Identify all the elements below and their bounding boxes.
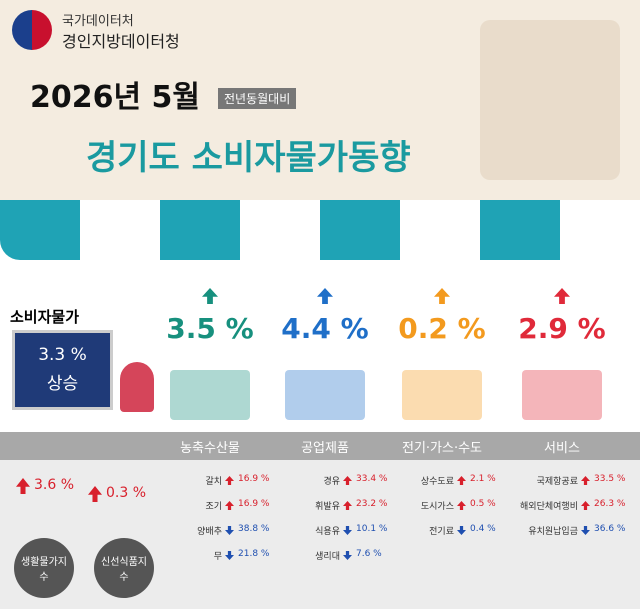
item-name: 식용유	[315, 527, 340, 537]
arrow	[202, 288, 218, 304]
item-arrow	[457, 526, 466, 535]
item-value: 26.3 %	[594, 499, 626, 509]
item-value: 36.6 %	[594, 524, 626, 534]
category-change: 2.9 %	[518, 312, 606, 345]
index-name: 신선식품지수	[101, 557, 147, 583]
item-name: 갈치	[205, 477, 222, 487]
arrow	[434, 288, 450, 304]
index-scale: 생활물가지수	[14, 538, 74, 598]
item-arrow	[343, 476, 352, 485]
basket	[402, 370, 482, 420]
item-value: 16.9 %	[238, 474, 270, 484]
cpi-value: 3.3 %	[38, 345, 87, 365]
item-value: 16.9 %	[238, 499, 270, 509]
item-name: 생리대	[315, 552, 340, 562]
item-arrow	[581, 526, 590, 535]
clerk	[120, 362, 154, 412]
item-value: 10.1 %	[356, 524, 388, 534]
item-arrow	[457, 476, 466, 485]
item-name: 해외단체여행비	[520, 502, 578, 512]
item-value: 7.6 %	[356, 549, 382, 559]
item-name: 전기료	[429, 527, 454, 537]
item-arrow	[343, 501, 352, 510]
date: 2026년 5월	[30, 80, 201, 115]
category-change: 3.5 %	[166, 312, 254, 345]
item-name: 경유	[323, 477, 340, 487]
item-value: 33.5 %	[594, 474, 626, 484]
item-name: 상수도료	[420, 477, 454, 487]
item-name: 유치원납입금	[528, 527, 578, 537]
item-value: 21.8 %	[238, 549, 270, 559]
basket	[285, 370, 365, 420]
category-name: 전기·가스·수도	[401, 441, 483, 456]
category-name: 서비스	[544, 441, 580, 456]
index-change: 0.3 %	[106, 485, 147, 501]
logo	[12, 10, 52, 50]
awning	[0, 200, 640, 260]
item-name: 도시가스	[420, 502, 454, 512]
badge: 전년동월대비	[218, 88, 297, 109]
category-change: 0.2 %	[398, 312, 486, 345]
item-arrow	[225, 501, 234, 510]
item-value: 23.2 %	[356, 499, 388, 509]
office: 경인지방데이터청	[62, 32, 180, 51]
item-arrow	[343, 551, 352, 560]
item-arrow	[225, 476, 234, 485]
agency: 국가데이터처	[62, 14, 134, 29]
cpi-status: 상승	[46, 374, 79, 394]
category-name: 공업제품	[301, 441, 349, 456]
arrow	[317, 288, 333, 304]
basket	[522, 370, 602, 420]
item-arrow	[581, 476, 590, 485]
cpi-board: 3.3 % 상승	[12, 330, 113, 410]
category-bar	[0, 432, 640, 460]
item-name: 조기	[205, 502, 222, 512]
item-arrow	[225, 551, 234, 560]
item-arrow	[457, 501, 466, 510]
basket	[170, 370, 250, 420]
category-change: 4.4 %	[281, 312, 369, 345]
item-value: 0.5 %	[470, 499, 496, 509]
item-arrow	[225, 526, 234, 535]
cart-illustration	[480, 20, 620, 180]
index-change: 3.6 %	[34, 477, 75, 493]
index-name: 생활물가지수	[21, 557, 67, 583]
item-value: 33.4 %	[356, 474, 388, 484]
item-name: 국제항공료	[536, 477, 578, 487]
item-name: 휘발유	[315, 502, 340, 512]
item-arrow	[343, 526, 352, 535]
item-value: 2.1 %	[470, 474, 496, 484]
title: 경기도 소비자물가동향	[86, 138, 411, 178]
item-name: 무	[213, 552, 222, 562]
arrow	[554, 288, 570, 304]
cpi-label: 소비자물가	[10, 308, 80, 326]
category-name: 농축수산물	[180, 441, 240, 456]
item-arrow	[581, 501, 590, 510]
item-value: 0.4 %	[470, 524, 496, 534]
item-value: 38.8 %	[238, 524, 270, 534]
index-scale: 신선식품지수	[94, 538, 154, 598]
item-name: 양배추	[197, 527, 222, 537]
